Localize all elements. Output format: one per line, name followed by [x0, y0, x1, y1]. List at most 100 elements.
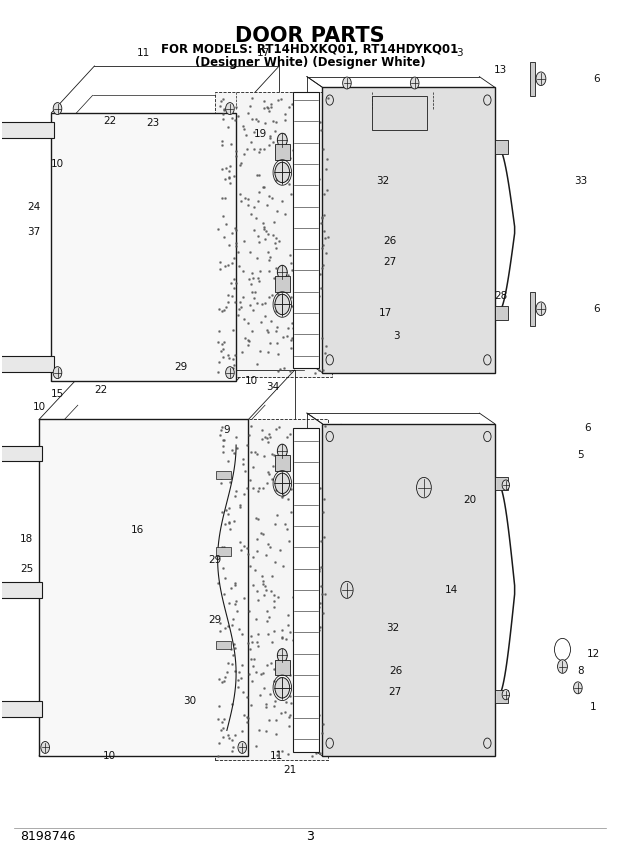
Point [314, 564, 324, 578]
Point [218, 505, 228, 519]
Point [278, 361, 288, 375]
Text: 5: 5 [578, 450, 584, 461]
Circle shape [277, 649, 287, 663]
Point [249, 223, 259, 237]
Point [243, 193, 253, 206]
Point [301, 255, 311, 269]
Point [217, 539, 227, 553]
Point [279, 267, 289, 281]
Point [264, 253, 274, 267]
Point [299, 556, 309, 569]
Point [244, 604, 254, 618]
Text: 3: 3 [306, 829, 314, 843]
Point [277, 706, 286, 720]
Point [240, 331, 250, 345]
Point [248, 578, 258, 591]
Point [215, 98, 225, 112]
Point [264, 104, 274, 118]
Point [277, 631, 287, 645]
Point [301, 456, 311, 470]
Point [233, 673, 243, 687]
Point [317, 331, 327, 345]
Point [282, 522, 292, 536]
Point [232, 245, 242, 259]
Point [223, 295, 232, 309]
Point [259, 101, 268, 115]
Point [262, 100, 272, 114]
Point [290, 698, 300, 712]
Point [284, 720, 294, 734]
Point [317, 210, 327, 223]
Point [302, 163, 312, 176]
Text: 29: 29 [174, 362, 187, 372]
Point [294, 704, 304, 718]
Bar [216, 641, 231, 650]
Point [255, 344, 265, 358]
Point [267, 568, 277, 582]
Point [250, 285, 260, 299]
Point [242, 710, 252, 724]
Point [231, 594, 241, 608]
Point [293, 441, 303, 455]
Point [230, 113, 240, 127]
Point [285, 669, 295, 682]
Point [286, 505, 296, 519]
Point [297, 740, 307, 753]
Point [286, 248, 296, 262]
Point [269, 594, 279, 608]
Point [259, 181, 269, 194]
Text: allreplacementparts.com: allreplacementparts.com [244, 423, 376, 433]
Point [279, 267, 289, 281]
Circle shape [226, 366, 234, 378]
Point [269, 624, 279, 638]
Point [320, 347, 330, 360]
Point [286, 696, 296, 710]
Bar [0, 356, 55, 372]
Point [304, 137, 314, 151]
Point [218, 342, 228, 356]
Point [249, 200, 259, 214]
Point [259, 449, 268, 463]
Text: 29: 29 [208, 555, 221, 565]
Point [244, 272, 254, 286]
Point [297, 293, 307, 306]
Point [242, 481, 252, 495]
Point [267, 288, 277, 301]
Point [223, 120, 233, 134]
Point [309, 739, 319, 752]
Point [268, 135, 278, 149]
Text: 8: 8 [578, 666, 584, 675]
Point [311, 592, 321, 606]
Text: 16: 16 [131, 526, 144, 535]
Point [239, 122, 249, 136]
Point [238, 685, 248, 698]
Point [246, 135, 255, 149]
Point [307, 452, 317, 466]
Point [226, 642, 236, 656]
Point [307, 749, 317, 763]
Point [293, 208, 303, 222]
Point [310, 206, 320, 220]
Point [247, 324, 257, 337]
Point [217, 304, 227, 318]
Circle shape [410, 77, 419, 89]
Point [262, 431, 272, 445]
Point [311, 681, 321, 695]
Point [256, 526, 266, 540]
Point [299, 677, 309, 691]
Point [314, 623, 324, 637]
Point [309, 724, 319, 738]
Point [269, 663, 279, 676]
Point [304, 627, 314, 640]
Point [231, 145, 241, 158]
Bar [495, 306, 508, 320]
Point [248, 550, 258, 564]
Text: 10: 10 [245, 376, 258, 386]
Point [283, 609, 293, 622]
Point [230, 664, 240, 678]
Point [283, 492, 293, 506]
Point [257, 423, 267, 437]
Point [271, 422, 281, 436]
Text: 6: 6 [593, 74, 600, 84]
Point [309, 431, 319, 445]
